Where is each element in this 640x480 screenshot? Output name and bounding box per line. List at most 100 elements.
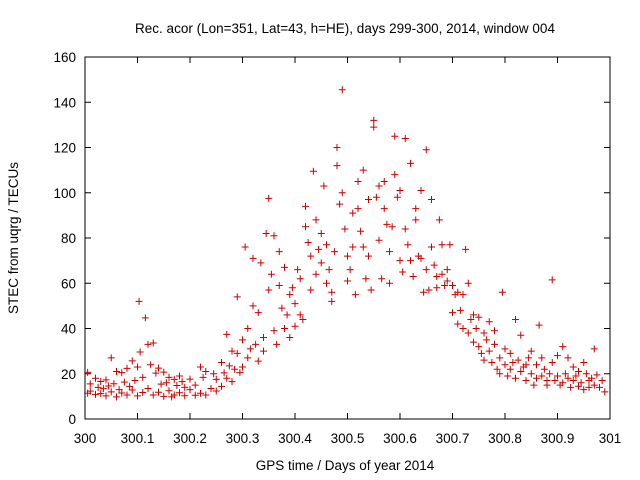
data-point [399,268,407,276]
data-point [325,266,333,274]
data-point [483,336,491,344]
data-point [181,392,189,400]
data-point [328,288,336,296]
data-point [317,229,325,237]
data-point [139,389,147,397]
data-point [149,391,157,399]
data-point [186,375,194,383]
data-point [527,370,535,378]
data-point [372,193,380,201]
y-tick-label: 80 [61,231,76,246]
data-point [134,392,141,400]
data-point [223,374,231,382]
data-point [86,380,94,388]
data-point [538,354,546,362]
data-point [548,358,556,366]
data-point [582,370,590,378]
data-point [260,347,267,355]
data-point [246,345,254,353]
data-point [278,304,286,312]
data-point [233,349,241,357]
data-point [191,381,199,389]
x-tick-label: 300.3 [226,431,260,446]
data-point [265,286,273,294]
data-point [522,361,530,369]
data-points [84,86,609,401]
data-point [375,182,383,190]
data-point [443,266,451,274]
data-point [320,182,328,190]
data-point [472,325,480,332]
data-point [131,377,139,385]
data-point [97,390,105,398]
data-point [590,345,598,353]
y-tick-label: 160 [53,50,76,65]
data-point [186,386,194,394]
y-tick-label: 60 [61,276,76,291]
data-point [561,370,569,378]
data-point [212,387,220,395]
data-point [393,193,401,201]
data-point [446,241,454,249]
data-point [128,386,136,394]
x-tick-label: 300.8 [488,431,522,446]
x-tick-label: 300.6 [383,431,417,446]
data-point [559,379,567,387]
data-point [425,286,433,294]
data-point [370,123,378,131]
data-point [86,387,94,395]
data-point [286,334,294,342]
data-point [572,372,580,380]
data-point [383,220,391,228]
x-tick-label: 301 [599,431,622,446]
data-point [462,245,470,253]
data-point [218,358,225,366]
data-point [470,338,477,346]
data-point [380,205,388,213]
data-point [107,354,115,362]
data-point [249,254,257,262]
data-point [590,381,598,389]
data-point [270,232,278,240]
data-point [141,314,149,322]
data-point [207,384,215,392]
data-point [449,282,456,290]
data-point [354,177,362,185]
data-point [525,354,533,362]
data-point [144,340,152,348]
data-point [212,375,220,383]
data-point [449,309,456,317]
data-point [223,330,231,338]
data-point [123,391,131,399]
data-point [118,389,126,397]
data-point [404,241,412,249]
data-point [260,334,267,342]
data-point [102,392,110,400]
data-point [273,340,281,348]
data-point [165,387,173,395]
data-point [601,388,609,396]
data-point [386,248,393,256]
data-point [349,209,357,217]
data-point [538,372,546,380]
data-point [548,276,556,284]
data-point [165,373,173,381]
data-point [428,196,435,204]
data-point [330,248,338,256]
data-point [388,223,396,231]
data-point [296,275,304,283]
data-point [391,132,399,140]
data-point [493,365,501,373]
data-point [92,390,99,398]
data-point [210,370,218,378]
y-tick-labels: 0 20 40 60 80 100 120 140 160 [53,50,76,427]
data-point [359,243,367,251]
data-point [401,225,409,233]
data-point [365,196,372,204]
y-tick-label: 120 [53,141,76,156]
data-point [496,370,504,378]
data-point [176,372,183,380]
data-point [265,194,273,202]
data-point [239,336,246,344]
plot-frame [84,56,611,420]
